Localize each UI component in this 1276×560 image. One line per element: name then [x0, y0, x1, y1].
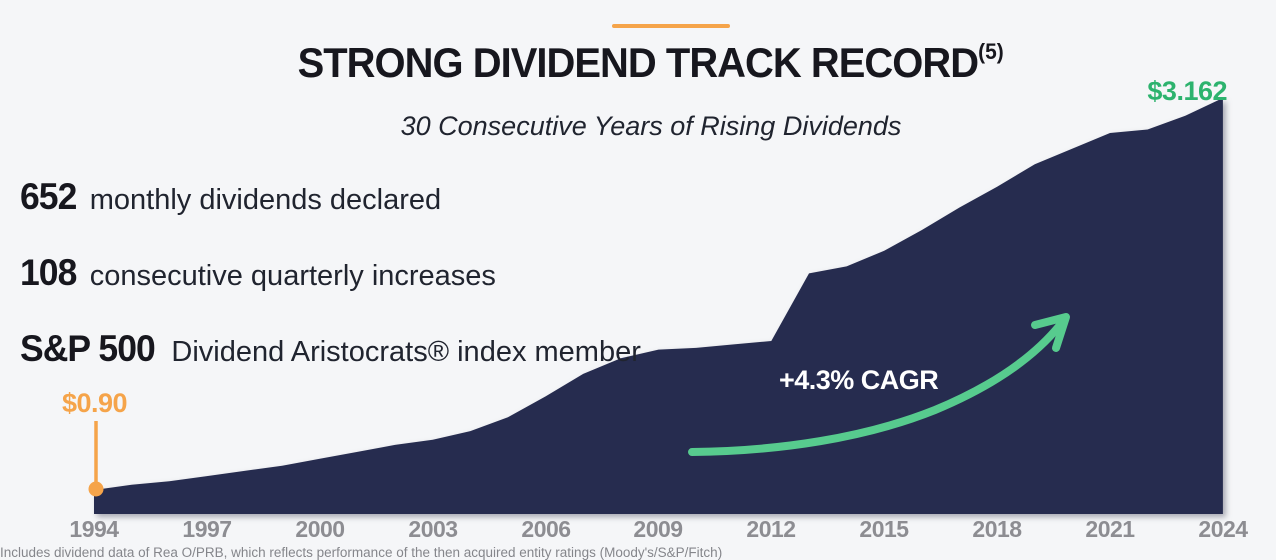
stat-value: 108: [20, 252, 77, 293]
chart-subtitle: 30 Consecutive Years of Rising Dividends: [400, 111, 902, 142]
stat-label: Dividend Aristocrats® index member: [171, 336, 641, 368]
x-axis: 1994 1997 2000 2003 2006 2009 2012 2015 …: [0, 516, 1276, 542]
stat-value: 652: [20, 176, 77, 217]
x-tick-label: 2003: [408, 516, 458, 542]
end-dividend-label: $3.162: [1147, 76, 1227, 106]
x-tick-label: 1997: [182, 516, 232, 542]
page-title-text: STRONG DIVIDEND TRACK RECORD: [297, 39, 979, 86]
start-dividend-label: $0.90: [62, 388, 128, 418]
page-title: STRONG DIVIDEND TRACK RECORD(5): [13, 40, 1276, 85]
x-tick-label: 2006: [521, 516, 571, 542]
growth-arrow-icon: [688, 313, 1070, 456]
footnote-text: Includes dividend data of Rea O/PRB, whi…: [0, 545, 723, 560]
stat-label: consecutive quarterly increases: [89, 260, 496, 292]
stat-label: monthly dividends declared: [89, 184, 442, 216]
x-tick-label: 2012: [746, 516, 796, 542]
title-accent-bar: [612, 24, 730, 28]
stat-aristocrats-membership: S&P 500 Dividend Aristocrats® index memb…: [20, 328, 641, 370]
stat-quarterly-increases: 108 consecutive quarterly increases: [20, 252, 641, 294]
dividend-stats: 652 monthly dividends declared 108 conse…: [20, 176, 641, 404]
stat-monthly-dividends: 652 monthly dividends declared: [20, 176, 641, 218]
chart-header: STRONG DIVIDEND TRACK RECORD(5) 30 Conse…: [13, 40, 1276, 142]
x-tick-label: 2009: [633, 516, 683, 542]
stat-value: S&P 500: [20, 328, 156, 369]
cagr-annotation: +4.3% CAGR: [779, 365, 939, 395]
x-tick-label: 2021: [1085, 516, 1135, 542]
x-tick-label: 2018: [972, 516, 1022, 542]
start-marker: [88, 421, 104, 497]
growth-arrow-curve: [688, 321, 1064, 456]
x-tick-label: 1994: [69, 516, 119, 542]
start-marker-dot: [88, 481, 104, 497]
x-tick-label: 2024: [1198, 516, 1248, 542]
growth-arrow-head: [1031, 313, 1070, 352]
title-footnote-ref: (5): [978, 39, 1005, 64]
x-tick-label: 2000: [295, 516, 345, 542]
x-tick-label: 2015: [859, 516, 909, 542]
